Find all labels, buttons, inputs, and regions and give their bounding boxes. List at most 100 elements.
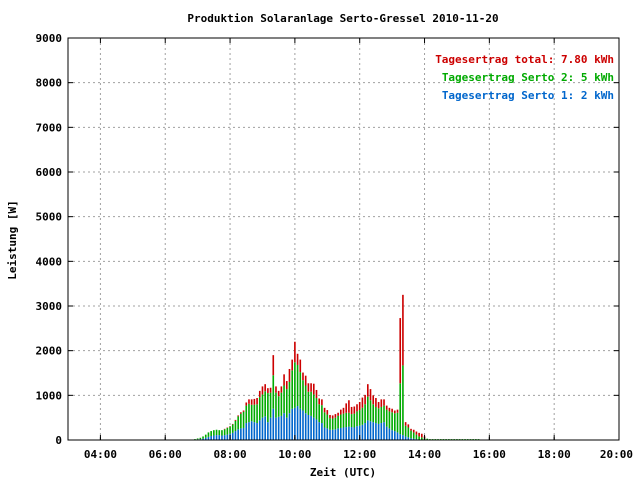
legend-entry: Tagesertrag total: 7.80 kWh bbox=[435, 53, 614, 66]
bar-segment-1 bbox=[353, 427, 356, 440]
bar-segment-3 bbox=[280, 386, 283, 393]
bar-segment-3 bbox=[350, 406, 353, 415]
bar-segment-1 bbox=[248, 422, 250, 440]
bar-segment-3 bbox=[288, 368, 291, 382]
bar-segment-1 bbox=[215, 435, 218, 440]
bar-segment-3 bbox=[285, 381, 288, 390]
bar-segment-2 bbox=[256, 404, 258, 424]
bar-segment-1 bbox=[310, 415, 312, 440]
bar-segment-2 bbox=[299, 372, 302, 409]
bar-segment-2 bbox=[331, 418, 334, 430]
bar-segment-1 bbox=[213, 435, 215, 440]
bar-segment-3 bbox=[334, 414, 337, 418]
bar-segment-3 bbox=[240, 412, 242, 414]
bar-segment-3 bbox=[272, 355, 275, 376]
bar-segment-1 bbox=[372, 422, 375, 440]
y-axis-ticks: 0 1000 2000 3000 4000 5000 6000 7000 8000 9000 bbox=[36, 32, 619, 447]
bar-segment-3 bbox=[364, 394, 366, 405]
bar-segment-2 bbox=[294, 362, 296, 408]
bar-segment-1 bbox=[272, 408, 275, 440]
bar-segment-3 bbox=[299, 359, 302, 373]
bar-segment-1 bbox=[226, 434, 229, 440]
bar-segment-3 bbox=[283, 374, 285, 386]
bar-segment-3 bbox=[361, 397, 364, 408]
bar-segment-2 bbox=[407, 427, 410, 438]
bar-segment-1 bbox=[331, 429, 334, 440]
bar-segment-2 bbox=[345, 412, 348, 428]
bar-segment-3 bbox=[342, 407, 345, 414]
bar-segment-1 bbox=[223, 435, 226, 440]
bar-segment-2 bbox=[258, 397, 261, 421]
bar-segment-2 bbox=[248, 403, 250, 423]
bar-segment-2 bbox=[421, 437, 423, 440]
bar-segment-2 bbox=[358, 410, 361, 426]
bar-segment-1 bbox=[315, 419, 318, 440]
bar-segment-2 bbox=[242, 411, 245, 428]
bar-segment-2 bbox=[240, 413, 242, 429]
bar-segment-1 bbox=[407, 437, 410, 440]
bar-segment-2 bbox=[218, 430, 221, 436]
bar-segment-1 bbox=[253, 422, 256, 440]
bar-segment-3 bbox=[264, 384, 266, 392]
y-tick-label: 4000 bbox=[36, 255, 63, 268]
bar-segment-1 bbox=[402, 435, 404, 440]
bar-segment-1 bbox=[264, 416, 266, 440]
bar-segment-1 bbox=[388, 428, 391, 440]
y-tick-label: 0 bbox=[55, 434, 62, 447]
bar-segment-3 bbox=[337, 412, 339, 416]
bar-segment-1 bbox=[369, 421, 372, 440]
bar-segment-1 bbox=[377, 423, 380, 440]
bar-segment-1 bbox=[277, 416, 280, 440]
bar-segment-2 bbox=[334, 417, 337, 430]
bar-segment-1 bbox=[283, 413, 285, 440]
bar-segment-1 bbox=[299, 408, 302, 440]
bar-segment-2 bbox=[410, 430, 412, 439]
bar-segment-2 bbox=[415, 434, 418, 440]
bar-segment-3 bbox=[399, 318, 402, 384]
bar-segment-2 bbox=[199, 437, 202, 440]
bar-segment-2 bbox=[369, 400, 372, 422]
bar-segment-1 bbox=[304, 413, 307, 440]
bar-segment-1 bbox=[269, 417, 272, 440]
bar-segment-3 bbox=[394, 410, 396, 414]
bar-segment-2 bbox=[361, 407, 364, 425]
bar-segment-3 bbox=[245, 402, 248, 406]
bar-segment-2 bbox=[366, 396, 369, 421]
bar-segment-2 bbox=[426, 438, 429, 440]
bar-segment-1 bbox=[237, 429, 239, 440]
y-tick-label: 3000 bbox=[36, 300, 63, 313]
bar-segment-2 bbox=[385, 409, 388, 427]
bar-segment-2 bbox=[207, 432, 210, 437]
bar-segment-1 bbox=[361, 424, 364, 440]
bar-segment-2 bbox=[213, 430, 215, 436]
bar-segment-1 bbox=[280, 415, 283, 440]
bar-segment-3 bbox=[277, 390, 280, 397]
plot-frame bbox=[67, 37, 620, 441]
bar-segment-3 bbox=[402, 294, 404, 366]
bar-segment-2 bbox=[277, 396, 280, 417]
bar-segment-3 bbox=[329, 414, 331, 419]
bar-segment-2 bbox=[302, 380, 304, 411]
x-tick-label: 08:00 bbox=[213, 448, 246, 461]
bar-segment-3 bbox=[321, 399, 323, 406]
bar-segment-1 bbox=[242, 427, 245, 440]
bar-segment-3 bbox=[312, 383, 315, 395]
bar-segment-1 bbox=[323, 427, 326, 440]
bar-segment-1 bbox=[240, 428, 242, 440]
bar-segment-3 bbox=[410, 428, 412, 431]
bar-segment-1 bbox=[375, 423, 377, 440]
bar-segment-2 bbox=[245, 405, 248, 424]
bar-segment-2 bbox=[380, 406, 383, 424]
y-tick-label: 8000 bbox=[36, 77, 63, 90]
bar-segment-1 bbox=[366, 420, 369, 440]
bar-segment-1 bbox=[358, 425, 361, 440]
bar-segment-1 bbox=[404, 436, 407, 440]
bar-segment-3 bbox=[261, 386, 264, 395]
x-axis-label: Zeit (UTC) bbox=[310, 466, 376, 479]
bar-segment-1 bbox=[337, 428, 339, 440]
bar-segment-3 bbox=[385, 405, 388, 410]
x-tick-label: 06:00 bbox=[149, 448, 182, 461]
bar-segment-1 bbox=[345, 427, 348, 440]
bar-segment-2 bbox=[402, 365, 404, 436]
